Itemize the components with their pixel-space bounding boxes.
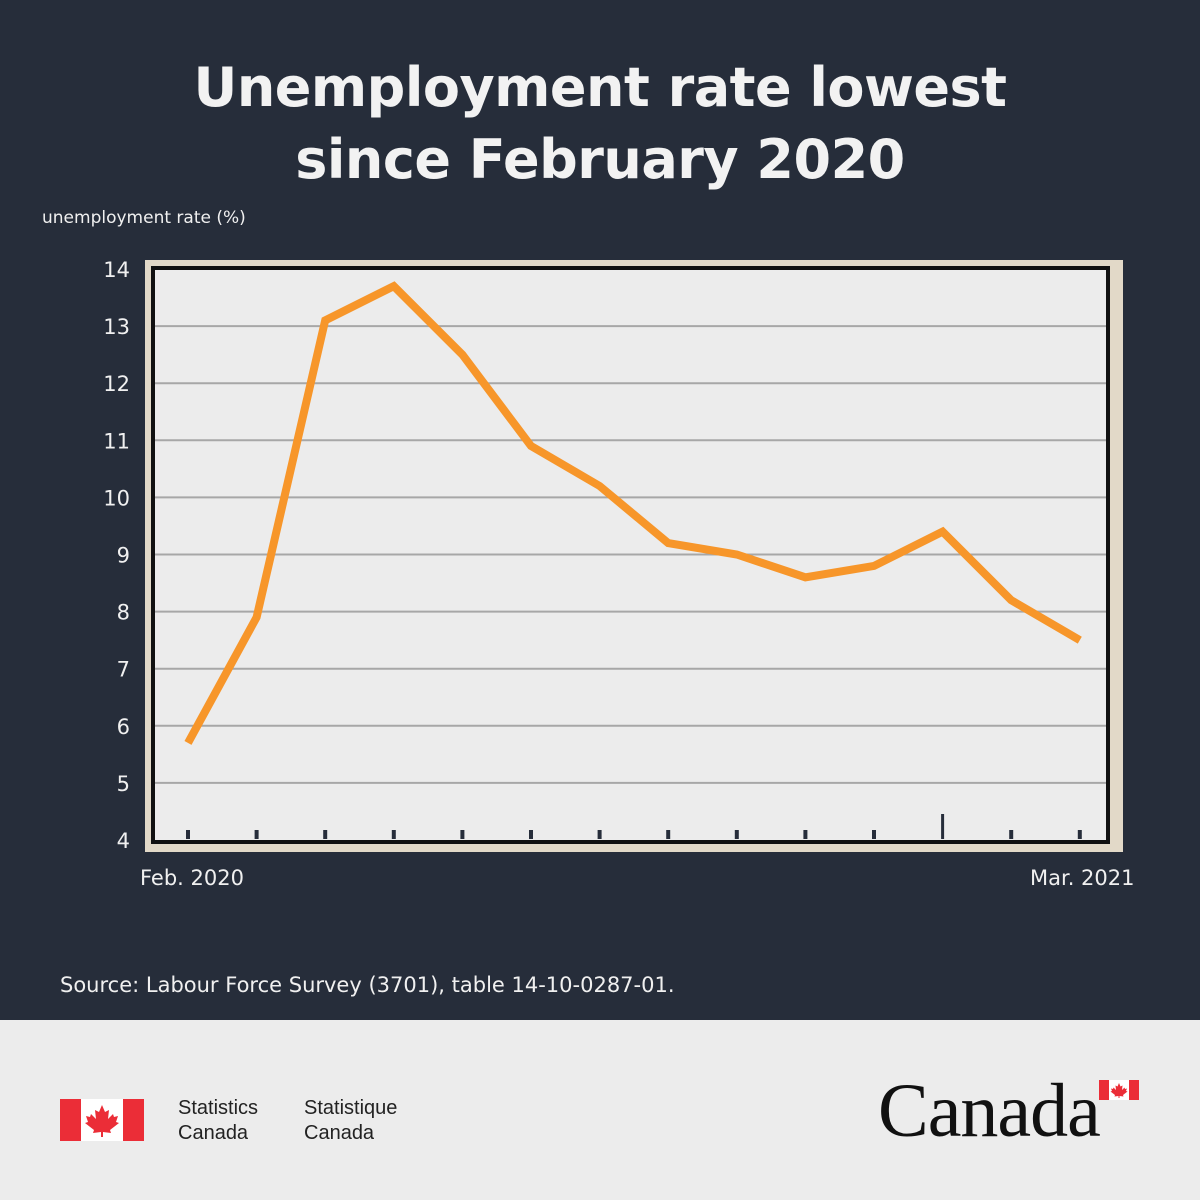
y-tick-label: 10 xyxy=(103,486,130,510)
title-line-1: Unemployment rate lowest xyxy=(193,56,1007,119)
y-tick-label: 12 xyxy=(103,372,130,396)
wordmark-flag-icon xyxy=(1099,1080,1139,1100)
y-tick-label: 7 xyxy=(117,658,130,682)
y-tick-label: 4 xyxy=(117,829,130,853)
org-name-french: Statistique Canada xyxy=(304,1097,398,1144)
page-title: Unemployment rate lowest since February … xyxy=(0,52,1200,196)
y-tick-label: 6 xyxy=(117,715,130,739)
y-tick-label: 9 xyxy=(117,544,130,568)
y-axis-label: unemployment rate (%) xyxy=(42,208,246,228)
y-tick-label: 8 xyxy=(117,601,130,625)
y-tick-label: 14 xyxy=(103,258,130,282)
y-tick-label: 13 xyxy=(103,315,130,339)
x-axis-start-label: Feb. 2020 xyxy=(140,866,244,890)
canada-flag-icon xyxy=(60,1099,144,1141)
x-axis-end-label: Mar. 2021 xyxy=(1030,866,1135,890)
footer: Statistics Canada Statistique Canada Can… xyxy=(0,1020,1200,1200)
canada-wordmark: Canada xyxy=(878,1069,1101,1153)
unemployment-rate-line xyxy=(184,281,1082,745)
org-name-english: Statistics Canada xyxy=(178,1097,259,1144)
line-chart: 14 13 12 11 10 9 8 7 6 5 4 xyxy=(103,258,1123,853)
y-tick-label: 11 xyxy=(103,429,130,453)
y-tick-label: 5 xyxy=(117,772,130,796)
source-note: Source: Labour Force Survey (3701), tabl… xyxy=(60,973,675,997)
title-line-2: since February 2020 xyxy=(295,128,905,191)
